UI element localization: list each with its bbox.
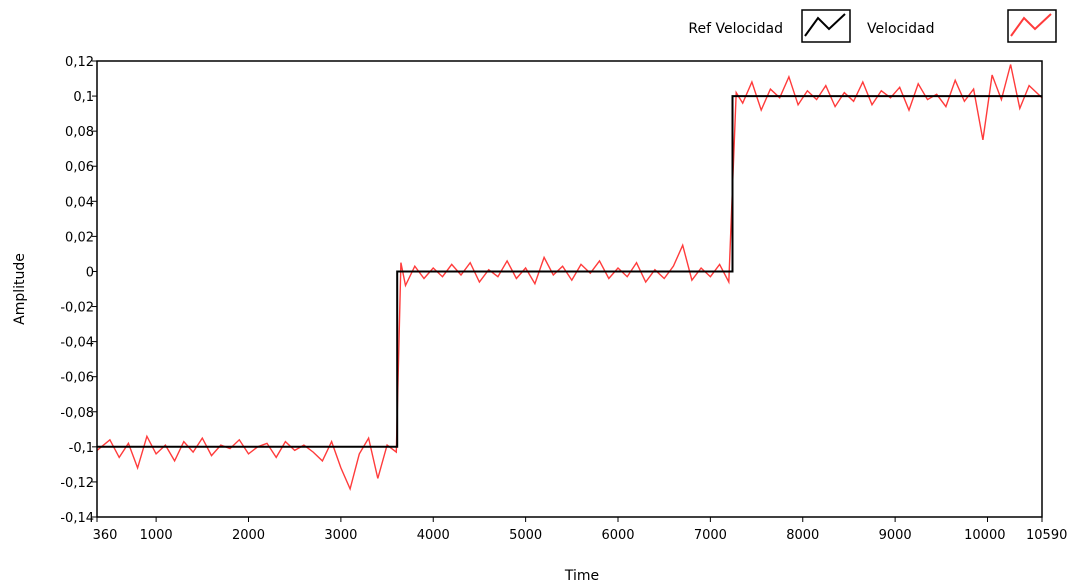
axis-ticks: 360 1000 2000 3000 4000 5000 6000 7000 8000 9000 1… <box>60 55 1067 543</box>
x-tick-label: 4000 <box>417 528 450 543</box>
x-axis-title: Time <box>564 568 599 584</box>
y-tick-label: -0,04 <box>60 336 94 351</box>
x-tick-label: 10000 <box>964 528 1005 543</box>
y-tick-label: -0,14 <box>60 511 94 526</box>
plot-area-frame <box>96 60 1043 518</box>
y-axis-title: Amplitude <box>12 253 28 325</box>
y-tick-label: 0,12 <box>65 55 94 70</box>
legend: Ref Velocidad Velocidad <box>688 9 1057 43</box>
y-tick-label: 0,04 <box>65 195 94 210</box>
series-line-velocidad <box>96 64 1043 492</box>
x-tick-label: 3000 <box>324 528 357 543</box>
y-tick-label: 0,1 <box>73 90 94 105</box>
legend-swatch-velocidad <box>1007 9 1057 43</box>
legend-line-velocidad <box>1010 13 1052 37</box>
legend-label-velocidad: Velocidad <box>867 21 935 37</box>
y-tick-label: -0,12 <box>60 476 94 491</box>
y-tick-label: 0 <box>86 265 94 280</box>
x-tick-label: 360 <box>93 528 118 543</box>
legend-line-ref-velocidad <box>804 13 846 37</box>
x-tick-label: 8000 <box>786 528 819 543</box>
y-tick-label: -0,02 <box>60 301 94 316</box>
y-tick-label: -0,08 <box>60 406 94 421</box>
x-tick-label: 6000 <box>601 528 634 543</box>
x-tick-label: 5000 <box>509 528 542 543</box>
x-tick-label: 2000 <box>232 528 265 543</box>
x-tick-label: 1000 <box>140 528 173 543</box>
x-tick-label: 10590 <box>1026 528 1067 543</box>
x-tick-label: 9000 <box>879 528 912 543</box>
x-tick-label: 7000 <box>694 528 727 543</box>
legend-swatch-ref-velocidad <box>801 9 851 43</box>
plot-series <box>96 64 1043 492</box>
y-tick-label: 0,02 <box>65 230 94 245</box>
y-tick-label: 0,06 <box>65 160 94 175</box>
y-tick-label: -0,06 <box>60 371 94 386</box>
series-line-ref-velocidad <box>97 95 1042 448</box>
legend-label-ref-velocidad: Ref Velocidad <box>688 21 783 37</box>
y-tick-label: 0,08 <box>65 125 94 140</box>
y-tick-label: -0,1 <box>69 441 94 456</box>
